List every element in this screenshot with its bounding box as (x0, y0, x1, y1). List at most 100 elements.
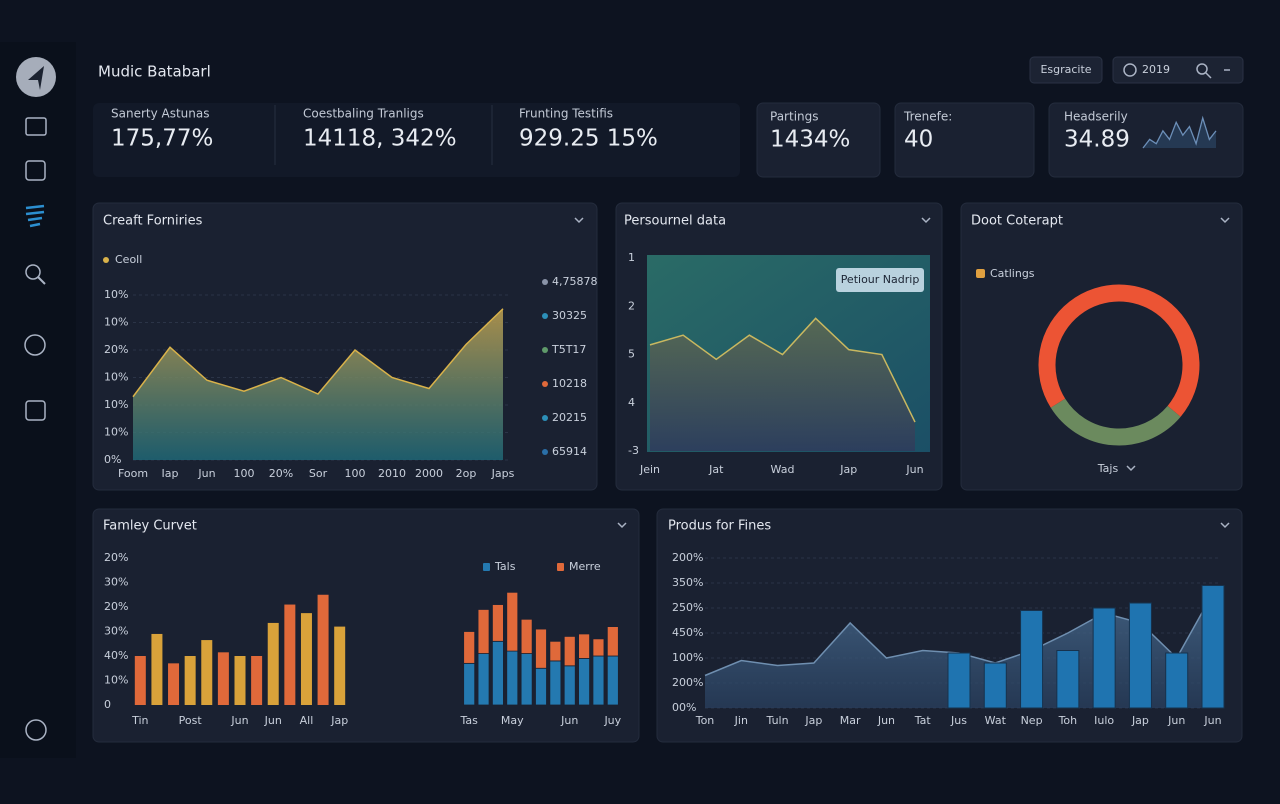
panel-menu[interactable] (1220, 522, 1230, 529)
legend-value: 20215 (552, 411, 587, 424)
settings-icon[interactable] (25, 719, 47, 741)
bar (134, 656, 146, 705)
logo-icon (28, 66, 44, 90)
panel-menu[interactable] (574, 217, 584, 224)
legend-swatch (542, 415, 548, 421)
bar-segment (606, 626, 619, 657)
bar-segment (477, 653, 490, 706)
sparkline-area (1143, 118, 1216, 148)
panel-menu[interactable] (921, 217, 931, 224)
x-tick-label: 2000 (415, 467, 443, 480)
nav-icon[interactable] (25, 204, 45, 228)
kpi-card (1048, 102, 1244, 178)
x-tick-label: Nep (1021, 714, 1043, 727)
dropdown-icon (1126, 465, 1136, 472)
y-tick-label: 20% (104, 600, 128, 613)
x-tick-label: Iap (162, 467, 179, 480)
nav-icon[interactable] (25, 400, 46, 421)
kpi-value: 1434% (770, 127, 850, 153)
y-tick-label: 10% (104, 674, 128, 687)
panel (960, 202, 1243, 491)
x-tick-label: Toh (1058, 714, 1078, 727)
x-tick-label: Jap (1131, 714, 1149, 727)
x-tick-label: Jap (839, 463, 857, 476)
x-tick-label: Sor (309, 467, 328, 480)
bar-segment (520, 618, 533, 654)
kpi-label: Sanerty Astunas (111, 107, 210, 121)
nav-icon[interactable] (25, 264, 41, 280)
y-tick-label: 10% (104, 316, 128, 329)
bar-segment (535, 667, 547, 706)
bar-segment (492, 640, 504, 706)
search-icon (1205, 72, 1212, 79)
bar (234, 656, 246, 705)
panel-title: Persournel data (624, 214, 726, 229)
y-tick-label: -3 (628, 444, 639, 457)
y-tick-label: 10% (104, 398, 128, 411)
y-tick-label: 10% (104, 371, 128, 384)
nav-icon[interactable] (25, 117, 47, 136)
legend-value: T5T17 (551, 343, 586, 356)
x-tick-label: 100 (345, 467, 366, 480)
legend-swatch (103, 257, 109, 263)
x-tick-label: Jun (877, 714, 895, 727)
y-tick-label: 10% (104, 426, 128, 439)
panel-menu[interactable] (1220, 217, 1230, 224)
bar (267, 622, 279, 705)
date-picker[interactable] (1112, 56, 1244, 84)
y-tick-label: 30% (104, 625, 128, 638)
legend-swatch (557, 563, 564, 571)
x-tick-label: 100 (234, 467, 255, 480)
y-tick-label: 100% (672, 651, 703, 664)
bar-segment (563, 665, 576, 706)
kpi-value: 175,77% (111, 126, 213, 152)
y-tick-label: 30% (104, 576, 128, 589)
kpi-value: 14118, 342% (303, 126, 457, 152)
header-button[interactable] (1029, 56, 1103, 84)
y-tick-label: 200% (672, 551, 703, 564)
date-picker-year: 2019 (1142, 63, 1170, 76)
kpi-card (894, 102, 1035, 178)
line (132, 308, 504, 398)
bar-segment (520, 653, 533, 706)
y-tick-label: 0% (104, 453, 121, 466)
bar-segment (578, 633, 590, 659)
x-tick-label: Jun (560, 714, 578, 727)
nav-icon[interactable] (24, 334, 46, 356)
bar-segment (592, 655, 605, 706)
x-tick-label: Japs (491, 467, 515, 480)
area-fill (705, 593, 1213, 708)
kpi-value: 929.25 15% (519, 126, 658, 152)
legend-label: Tals (494, 560, 516, 573)
x-tick-label: Foom (118, 467, 148, 480)
x-tick-label: Juy (603, 714, 621, 727)
y-tick-label: 1 (628, 251, 635, 264)
x-tick-label: Jun (264, 714, 282, 727)
y-tick-label: 4 (628, 396, 635, 409)
panel-menu[interactable] (617, 522, 627, 529)
bar (334, 626, 346, 705)
kpi-label: Headserily (1064, 110, 1128, 124)
donut-footer[interactable]: Tajs (1097, 462, 1119, 475)
header-button-label: Esgracite (1040, 63, 1091, 76)
x-tick-label: 20% (269, 467, 293, 480)
x-tick-label: May (501, 714, 524, 727)
bar-segment (592, 638, 605, 657)
nav-icon[interactable] (25, 160, 46, 181)
bar-segment (549, 660, 562, 706)
y-tick-label: 0 (104, 698, 111, 711)
x-tick-label: Post (179, 714, 203, 727)
search-icon[interactable] (1196, 63, 1208, 75)
clock-icon (1123, 63, 1137, 77)
kpi-label: Coestbaling Tranligs (303, 107, 424, 121)
y-tick-label: 20% (104, 343, 128, 356)
x-tick-label: Tat (914, 714, 932, 727)
bar-segment (463, 631, 476, 664)
sparkline (1142, 115, 1217, 149)
bar-segment (549, 640, 562, 662)
panel-title: Doot Coterapt (971, 214, 1063, 229)
kpi-label: Partings (770, 110, 819, 124)
x-tick-label: Mar (840, 714, 861, 727)
legend-label: Catlings (990, 267, 1035, 280)
bar-segment (606, 655, 619, 706)
